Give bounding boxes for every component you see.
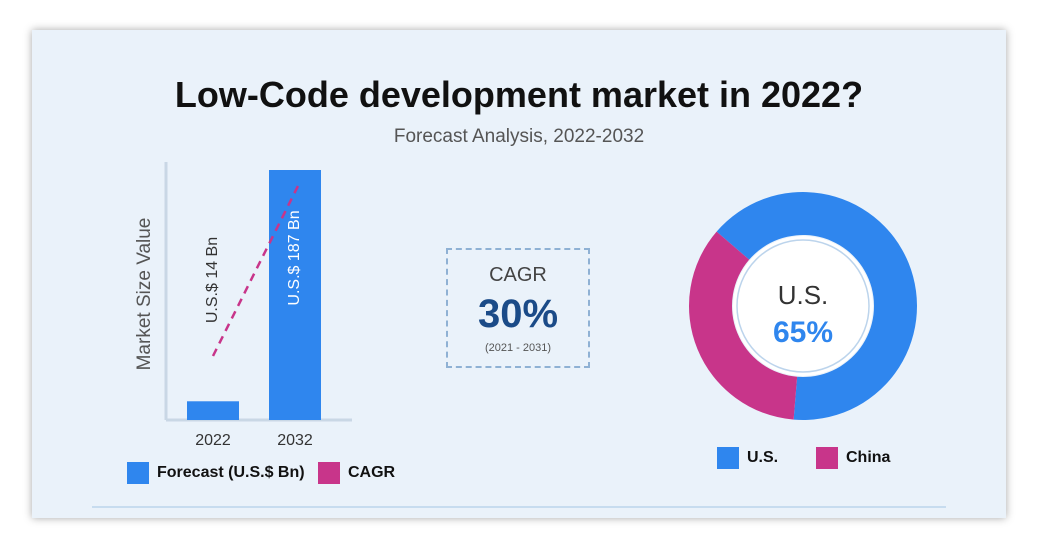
legend-china-label: China [846,449,891,466]
donut-slice-china [689,231,798,420]
legend-forecast-swatch [127,462,149,484]
legend-us-swatch [717,447,739,469]
bottom-divider [92,506,946,508]
bar-data-label: U.S.$ 187 Bn [286,210,303,305]
cagr-box: CAGR 30% (2021 - 2031) [446,248,590,368]
page-subtitle: Forecast Analysis, 2022-2032 [393,126,645,147]
cagr-value: 30% [477,292,559,336]
legend-cagr: CAGR [318,462,395,484]
donut-center [733,236,873,376]
page-title: Low-Code development market in 2022? [174,74,864,115]
legend-cagr-label: CAGR [348,464,396,481]
bar-2022 [187,401,239,420]
legend-us: U.S. [717,447,778,469]
legend-us-label: U.S. [747,449,779,466]
cagr-range: (2021 - 2031) [484,342,552,354]
cagr-trend-line [211,183,301,357]
legend-china: China [816,447,890,469]
legend-forecast: Forecast (U.S.$ Bn) [127,462,305,484]
donut-center-ring [736,239,870,373]
bar-data-label: U.S.$ 14 Bn [204,237,221,323]
donut-center-label: U.S. [778,280,829,310]
donut-slice-us [716,191,917,420]
donut-center-value: 65% [773,316,833,349]
donut-chart: U.S. 65% [689,191,917,420]
bar-2032 [269,170,321,420]
cagr-label: CAGR [489,264,547,286]
bar-chart: Market Size Value 2022 2032 U.S.$ 14 Bn U.S.… [134,162,352,449]
legend-forecast-label: Forecast (U.S.$ Bn) [157,464,305,481]
y-axis-label: Market Size Value [134,218,155,371]
legend-china-swatch [816,447,838,469]
x-tick-label: 2032 [277,432,313,449]
infographic-card: Low-Code development market in 2022? For… [32,30,1006,518]
x-tick-label: 2022 [195,432,231,449]
legend-cagr-swatch [318,462,340,484]
